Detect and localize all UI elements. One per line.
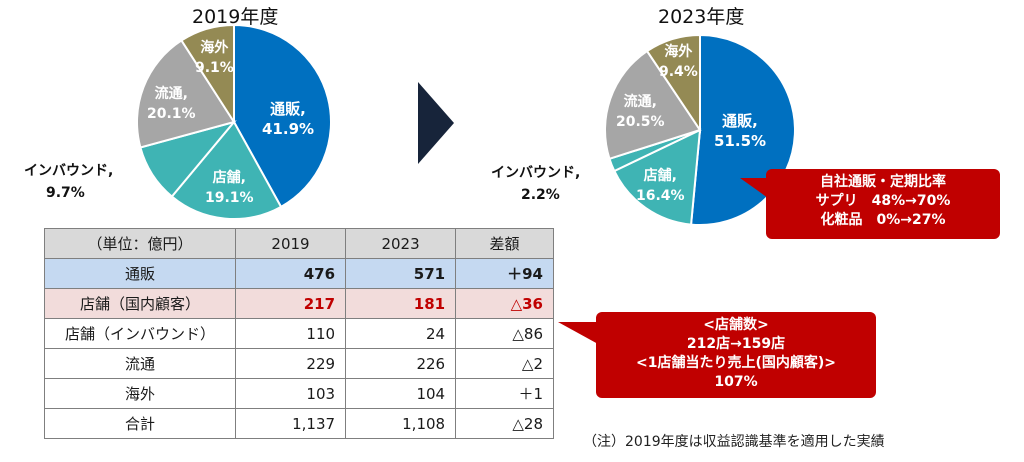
- pie2-label-ryutsu: 流通, 20.5%: [616, 92, 665, 132]
- pie-2019-slice-3: [136, 39, 236, 149]
- pie-2019-slice-1: [170, 120, 283, 220]
- pie2-label-tsuhan-value: 51.5%: [714, 132, 767, 150]
- callout-top-line-1: 自社通販・定期比率: [820, 174, 946, 190]
- pie2-label-tenpo-name: 店舗,: [643, 168, 677, 184]
- table-header-unit: （単位：億円）: [44, 228, 236, 259]
- table-header-2023: 2023: [345, 228, 457, 259]
- pie1-label-tsuhan: 通販, 41.9%: [262, 99, 314, 139]
- callout-top-line-3: 化粧品 0%→27%: [820, 212, 946, 228]
- table-cell-diff: ＋94: [455, 258, 554, 289]
- table-row: 海外 103 104 ＋1: [44, 378, 554, 409]
- table-cell-diff: ＋1: [455, 378, 554, 409]
- pie2-label-tenpo-value: 16.4%: [636, 188, 685, 204]
- callout-subscription-ratio: 自社通販・定期比率 サプリ 48%→70% 化粧品 0%→27%: [766, 169, 1000, 239]
- table-cell-label: 店舗（国内顧客）: [44, 288, 236, 319]
- table-row: 流通 229 226 △2: [44, 348, 554, 379]
- sales-table: （単位：億円） 2019 2023 差額 通販 476 571 ＋94 店舗（国…: [44, 228, 554, 439]
- pie2-label-tsuhan: 通販, 51.5%: [714, 111, 766, 151]
- table-cell-2023: 181: [345, 288, 457, 319]
- table-cell-label: 店舗（インバウンド）: [44, 318, 236, 349]
- table-cell-label: 通販: [44, 258, 236, 289]
- table-row: 通販 476 571 ＋94: [44, 258, 554, 289]
- pie1-label-ryutsu-name: 流通,: [154, 86, 188, 102]
- pie-2023-slice-1: [612, 128, 702, 226]
- table-cell-2023: 226: [345, 348, 457, 379]
- pie-2019-slice-4: [180, 23, 235, 126]
- pie1-label-kaigai-name: 海外: [200, 40, 229, 56]
- pie2-label-ryutsu-value: 20.5%: [616, 114, 665, 130]
- pie2-label-inbound: インバウンド, 2.2%: [491, 162, 580, 206]
- pie1-label-kaigai-value: 9.1%: [195, 60, 234, 76]
- pie-2019-slice-0: [233, 23, 332, 209]
- table-row: 合計 1,137 1,108 △28: [44, 408, 554, 439]
- pie-title-2019: 2019年度: [192, 6, 279, 28]
- table-cell-2023: 571: [345, 258, 457, 289]
- callout-top-line-2: サプリ 48%→70%: [815, 193, 951, 209]
- table-header-row: （単位：億円） 2019 2023 差額: [44, 228, 554, 259]
- pie2-label-inbound-name: インバウンド,: [491, 165, 581, 181]
- callout-mid-line-2: 212店→159店: [686, 336, 786, 352]
- table-cell-label: 流通: [44, 348, 236, 379]
- pie1-label-inbound-value: 9.7%: [46, 185, 85, 201]
- callout-top-pointer: [740, 178, 768, 198]
- pie2-label-tsuhan-name: 通販,: [722, 112, 758, 130]
- pie1-label-tenpo-value: 19.1%: [205, 190, 254, 206]
- callout-mid-line-3: <1店舗当たり売上(国内顧客)>: [636, 355, 836, 371]
- callout-mid-line-1: <店舗数>: [703, 317, 769, 333]
- table-cell-diff: △28: [455, 408, 554, 439]
- pie-2023-slice-3: [604, 49, 702, 161]
- pie1-label-tenpo-name: 店舗,: [212, 170, 246, 186]
- table-cell-2019: 110: [234, 318, 347, 349]
- right-arrow-icon: [418, 82, 454, 164]
- pie2-label-inbound-value: 2.2%: [521, 187, 560, 203]
- pie1-label-tenpo: 店舗, 19.1%: [205, 168, 254, 208]
- table-cell-diff: △2: [455, 348, 554, 379]
- table-cell-2019: 217: [234, 288, 347, 319]
- table-cell-2019: 476: [234, 258, 347, 289]
- table-cell-2019: 1,137: [234, 408, 347, 439]
- table-header-2019: 2019: [234, 228, 347, 259]
- pie2-label-tenpo: 店舗, 16.4%: [636, 166, 685, 206]
- table-cell-2023: 1,108: [345, 408, 457, 439]
- table-cell-2023: 104: [345, 378, 457, 409]
- pie2-label-kaigai-name: 海外: [664, 44, 693, 60]
- table-cell-2019: 103: [234, 378, 347, 409]
- pie2-label-kaigai: 海外 9.4%: [659, 42, 698, 82]
- table-cell-2019: 229: [234, 348, 347, 379]
- pie1-label-tsuhan-value: 41.9%: [262, 120, 315, 138]
- callout-mid-pointer: [558, 322, 598, 344]
- pie2-label-ryutsu-name: 流通,: [623, 94, 657, 110]
- table-cell-label: 海外: [44, 378, 236, 409]
- pie1-label-ryutsu-value: 20.1%: [147, 106, 196, 122]
- pie-title-2023: 2023年度: [658, 6, 745, 28]
- table-cell-label: 合計: [44, 408, 236, 439]
- table-row: 店舗（インバウンド） 110 24 △86: [44, 318, 554, 349]
- table-header-diff: 差額: [455, 228, 554, 259]
- pie1-label-tsuhan-name: 通販,: [270, 100, 306, 118]
- pie1-label-kaigai: 海外 9.1%: [195, 38, 234, 78]
- pie1-label-inbound: インバウンド, 9.7%: [24, 160, 113, 204]
- footnote: （注）2019年度は収益認識基準を適用した実績: [583, 434, 885, 450]
- callout-mid-line-4: 107%: [714, 374, 758, 390]
- pie1-label-ryutsu: 流通, 20.1%: [147, 84, 196, 124]
- pie2-label-kaigai-value: 9.4%: [659, 64, 698, 80]
- pie-2023-slice-4: [645, 33, 701, 134]
- table-cell-2023: 24: [345, 318, 457, 349]
- pie1-label-inbound-name: インバウンド,: [24, 163, 114, 179]
- table-cell-diff: △86: [455, 318, 554, 349]
- table-row: 店舗（国内顧客） 217 181 △36: [44, 288, 554, 319]
- table-cell-diff: △36: [455, 288, 554, 319]
- callout-store-count: <店舗数> 212店→159店 <1店舗当たり売上(国内顧客)> 107%: [596, 312, 876, 398]
